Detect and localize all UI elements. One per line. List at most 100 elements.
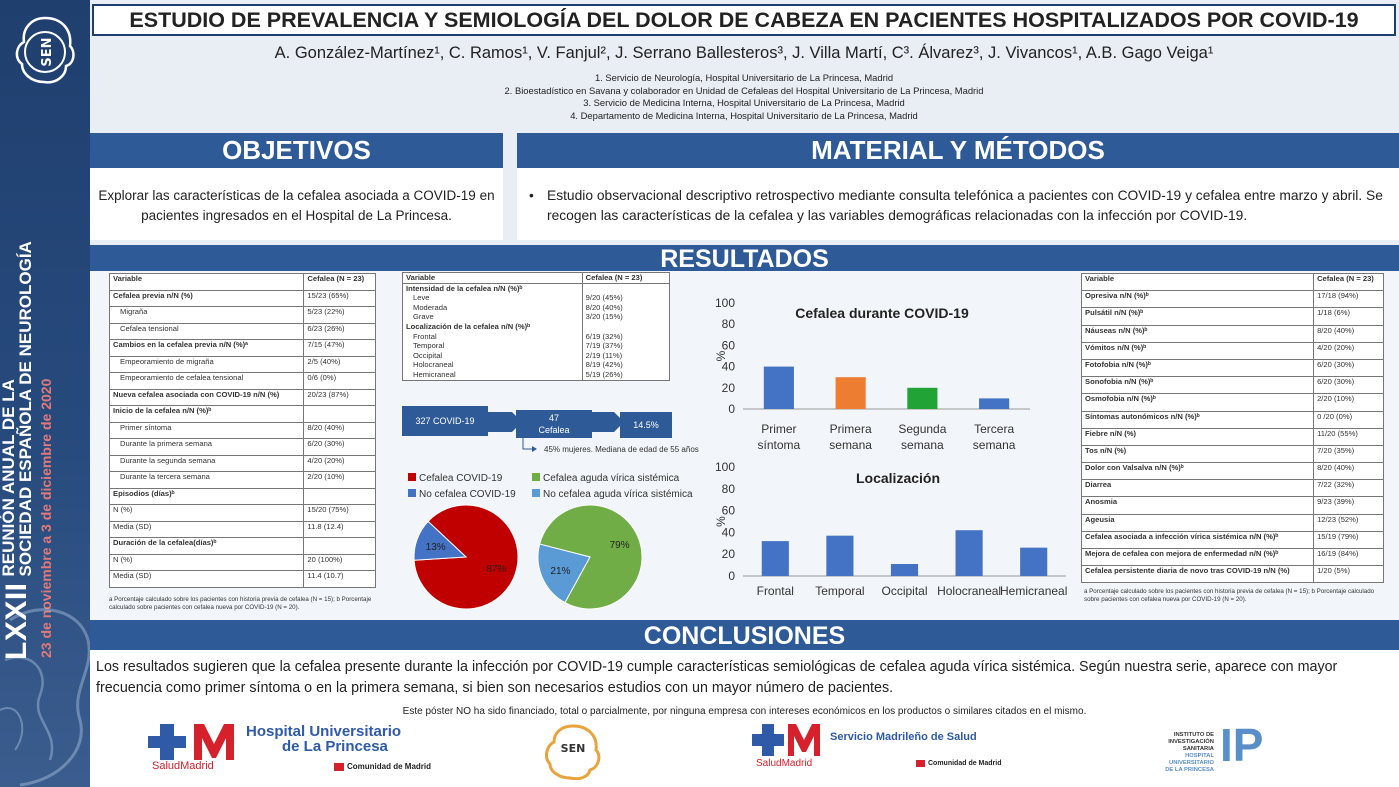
y-tick-label: 40 <box>722 360 736 374</box>
y-tick-label: 60 <box>722 338 736 352</box>
y-tick-label: 0 <box>728 569 735 583</box>
comunidad-flag-icon <box>334 762 344 771</box>
table-cell-value: 7/15 (47%) <box>303 339 376 357</box>
congress-name-2: SOCIEDAD ESPAÑOLA DE NEUROLOGÍA <box>16 241 35 577</box>
y-tick-label: 80 <box>722 482 736 496</box>
table-cell-label: Mejora de cefalea con mejora de enfermed… <box>1080 547 1315 567</box>
chart-title: Cefalea durante COVID-19 <box>795 305 969 321</box>
legend-label: Cefalea COVID-19 <box>419 473 503 484</box>
y-tick-label: 0 <box>728 402 735 416</box>
table-cell-value: 9/23 (39%) <box>1313 496 1384 515</box>
table-header-row: Variable Cefalea (N = 23) <box>402 272 671 284</box>
table-cell-value: 11.4 (10.7) <box>303 570 376 588</box>
table-cell-value: 20 (100%) <box>303 553 376 571</box>
table-row: N (%) 15/20 (75%) <box>108 504 376 522</box>
table-cell-value: 17/18 (94%) <box>1313 290 1384 309</box>
table-row: Frontal 6/19 (32%) <box>402 331 671 342</box>
table-cell-label: Osmofobia n/N (%)ᵇ <box>1080 393 1315 412</box>
table-header-cell: Variable <box>108 273 305 291</box>
table-cell-label: Grave <box>402 312 583 322</box>
y-tick-label: 40 <box>722 525 736 539</box>
table-cell-label: Durante la tercera semana <box>108 471 305 489</box>
table-cell-value <box>303 487 376 505</box>
x-tick-label: Primera <box>830 422 872 436</box>
table-cell-value: 7/20 (35%) <box>1313 444 1384 464</box>
table-cell-value: 2/5 (40%) <box>303 355 376 373</box>
x-tick-label: Primer <box>761 422 796 436</box>
table-cell-value: 7/22 (32%) <box>1313 479 1384 498</box>
bar <box>1020 547 1048 576</box>
table-row: Media (SD) 11.8 (12.4) <box>108 520 376 538</box>
pie-data-label: 21% <box>550 566 570 577</box>
table-row: N (%) 20 (100%) <box>108 553 376 571</box>
table-row: Osmofobia n/N (%)ᵇ 2/20 (10%) <box>1080 393 1384 412</box>
table-cell-value: 15/19 (79%) <box>1313 530 1384 550</box>
x-tick-label: semana <box>973 438 1016 452</box>
brain-decoration-icon <box>0 608 90 787</box>
table-cell-value: 6/19 (32%) <box>581 331 671 342</box>
table-cell-value: 16/19 (84%) <box>1313 547 1384 567</box>
table-row: Leve 9/20 (45%) <box>402 293 671 303</box>
table-cell-value: 6/23 (26%) <box>303 322 376 340</box>
table-row: Opresiva n/N (%)ᵇ 17/18 (94%) <box>1080 290 1384 309</box>
table-cell-label: Frontal <box>402 331 583 342</box>
table-cell-label: Empeoramiento de migraña <box>108 355 305 373</box>
iis-line-6: DE LA PRINCESA <box>1165 767 1214 773</box>
congress-name-block: REUNIÓN ANUAL DE LA SOCIEDAD ESPAÑOLA DE… <box>0 241 35 577</box>
table-row: Dolor con Valsalva n/N (%)ᵇ 8/20 (40%) <box>1080 462 1384 481</box>
x-tick-label: Tercera <box>974 422 1014 436</box>
table-cell-label: Opresiva n/N (%)ᵇ <box>1080 290 1315 309</box>
resultados-heading: RESULTADOS <box>90 245 1399 273</box>
hospital-name-1: Hospital Universitario <box>246 723 402 740</box>
logo-hospital-princesa: Hospital Universitario de La Princesa Sa… <box>148 722 458 780</box>
table-row: Sonofobia n/N (%)ᵇ 6/20 (30%) <box>1080 376 1384 395</box>
legend-swatch <box>408 473 416 481</box>
hospital-name-2: de La Princesa <box>282 738 388 755</box>
table-cell-label: Cefalea previa n/N (%) <box>108 289 305 307</box>
table-row: Vómitos n/N (%)ᵇ 4/20 (20%) <box>1080 341 1384 360</box>
table-cell-label: Vómitos n/N (%)ᵇ <box>1080 341 1315 360</box>
table-cell-value: 20/23 (87%) <box>303 388 376 406</box>
flow-box-covid: 327 COVID-19 <box>402 406 488 436</box>
table-cell-value: 5/19 (26%) <box>581 369 671 381</box>
table-cell-value: 8/19 (42%) <box>581 360 671 370</box>
table-cell-label: Empeoramiento de cefalea tensional <box>108 372 305 390</box>
logo-sen-text: SEN <box>561 742 586 755</box>
table-row: Intensidad de la cefalea n/N (%)ᵇ <box>402 283 671 294</box>
table-row: Temporal 7/19 (37%) <box>402 341 671 351</box>
conclusiones-panel <box>90 650 1399 787</box>
salud-madrid-label-2: SaludMadrid <box>756 758 813 769</box>
table-caracteristicas: Variable Cefalea (N = 23) Opresiva n/N (%)… <box>1080 272 1384 584</box>
legend-swatch <box>532 473 540 481</box>
table-row: Primer síntoma 8/20 (40%) <box>108 421 376 439</box>
flow-note: 45% mujeres. Mediana de edad de 55 años <box>544 445 699 454</box>
table-header-cell: Cefalea (N = 23) <box>303 273 376 291</box>
iis-line-2: INVESTIGACIÓN <box>1168 739 1214 745</box>
table-row: Pulsátil n/N (%)ᵇ 1/18 (6%) <box>1080 307 1384 326</box>
table-cell-value: 15/20 (75%) <box>303 504 376 522</box>
table-intensidad-localizacion: Variable Cefalea (N = 23) Intensidad de la… <box>402 272 671 381</box>
conclusiones-heading: CONCLUSIONES <box>90 620 1399 650</box>
comunidad-madrid-label-2: Comunidad de Madrid <box>916 760 1002 767</box>
table-header-cell: Cefalea (N = 23) <box>581 272 671 284</box>
objetivos-heading: OBJETIVOS <box>90 133 503 168</box>
table-row: Grave 3/20 (15%) <box>402 312 671 322</box>
x-tick-label: Holocraneal <box>937 584 1001 598</box>
table-header-row: Variable Cefalea (N = 23) <box>108 273 376 291</box>
table-cefalea-previa: Variable Cefalea (N = 23) Cefalea previa n… <box>108 273 376 588</box>
metodos-body: • Estudio observacional descriptivo retr… <box>517 168 1399 240</box>
table-cell-value: 4/20 (20%) <box>1313 341 1384 360</box>
comunidad-flag-icon-2 <box>916 760 925 767</box>
table-row: Occipital 2/19 (11%) <box>402 350 671 361</box>
funding-statement: Este póster NO ha sido financiado, total… <box>402 706 1087 717</box>
table-row: Cambios en la cefalea previa n/N (%)ᵃ 7/1… <box>108 339 376 357</box>
comunidad-text: Comunidad de Madrid <box>347 762 431 771</box>
pie-data-label: 13% <box>426 542 446 553</box>
table-cell-label: Occipital <box>402 350 583 361</box>
legend-label: Cefalea aguda vírica sistémica <box>543 473 680 484</box>
comunidad-text-2: Comunidad de Madrid <box>928 760 1002 767</box>
table-cell-label: Holocraneal <box>402 360 583 370</box>
table-cell-value: 0 /20 (0%) <box>1313 410 1384 429</box>
table-cell-label: Fiebre n/N (%) <box>1080 427 1315 446</box>
sermas-cross-icon <box>752 724 820 756</box>
